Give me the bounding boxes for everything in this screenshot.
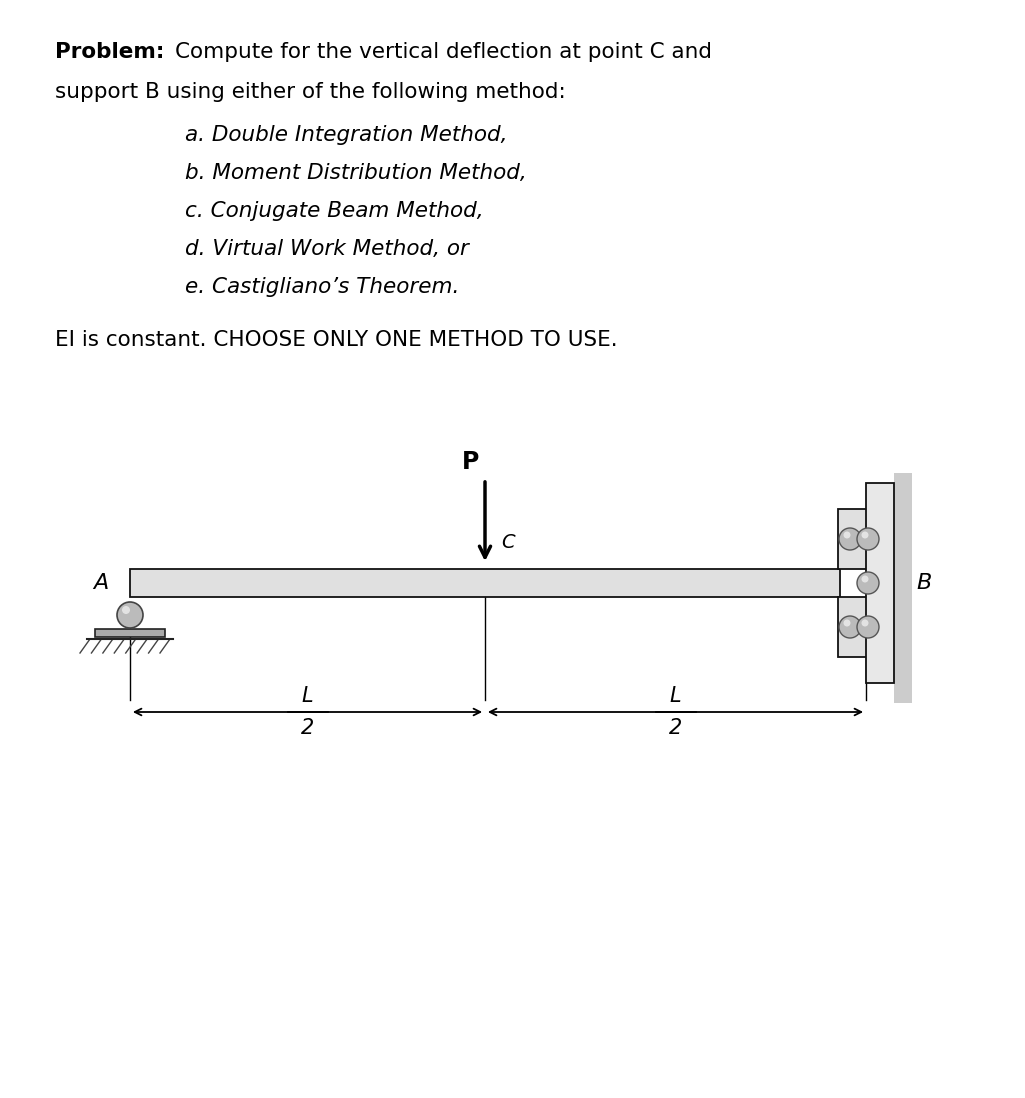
- Circle shape: [857, 572, 879, 594]
- Text: support B using either of the following method:: support B using either of the following …: [55, 82, 566, 102]
- Circle shape: [861, 575, 868, 583]
- Text: B: B: [916, 573, 932, 593]
- Text: L: L: [301, 686, 314, 706]
- Text: b. Moment Distribution Method,: b. Moment Distribution Method,: [184, 163, 527, 183]
- Text: Compute for the vertical deflection at point C and: Compute for the vertical deflection at p…: [175, 42, 712, 61]
- Text: e. Castigliano’s Theorem.: e. Castigliano’s Theorem.: [184, 277, 459, 296]
- Text: EI is constant. CHOOSE ONLY ONE METHOD TO USE.: EI is constant. CHOOSE ONLY ONE METHOD T…: [55, 330, 618, 350]
- Bar: [894, 473, 912, 703]
- Text: c. Conjugate Beam Method,: c. Conjugate Beam Method,: [184, 201, 484, 221]
- Bar: [130, 569, 840, 597]
- Text: d. Virtual Work Method, or: d. Virtual Work Method, or: [184, 239, 468, 259]
- Circle shape: [861, 531, 868, 538]
- Circle shape: [117, 602, 144, 628]
- Text: 2: 2: [669, 718, 682, 738]
- Bar: [95, 629, 165, 637]
- Circle shape: [861, 619, 868, 627]
- Circle shape: [857, 528, 879, 550]
- Circle shape: [857, 616, 879, 638]
- Circle shape: [844, 619, 851, 627]
- Text: A: A: [92, 573, 108, 593]
- Text: a. Double Integration Method,: a. Double Integration Method,: [184, 125, 507, 145]
- Text: L: L: [669, 686, 682, 706]
- Circle shape: [839, 528, 861, 550]
- Text: 2: 2: [301, 718, 314, 738]
- Text: P: P: [462, 450, 480, 474]
- Circle shape: [844, 531, 851, 538]
- Circle shape: [839, 616, 861, 638]
- Text: Problem:: Problem:: [55, 42, 164, 61]
- Circle shape: [122, 606, 130, 614]
- Bar: [838, 509, 868, 569]
- Bar: [866, 483, 894, 683]
- Bar: [838, 597, 868, 657]
- Text: C: C: [501, 533, 515, 551]
